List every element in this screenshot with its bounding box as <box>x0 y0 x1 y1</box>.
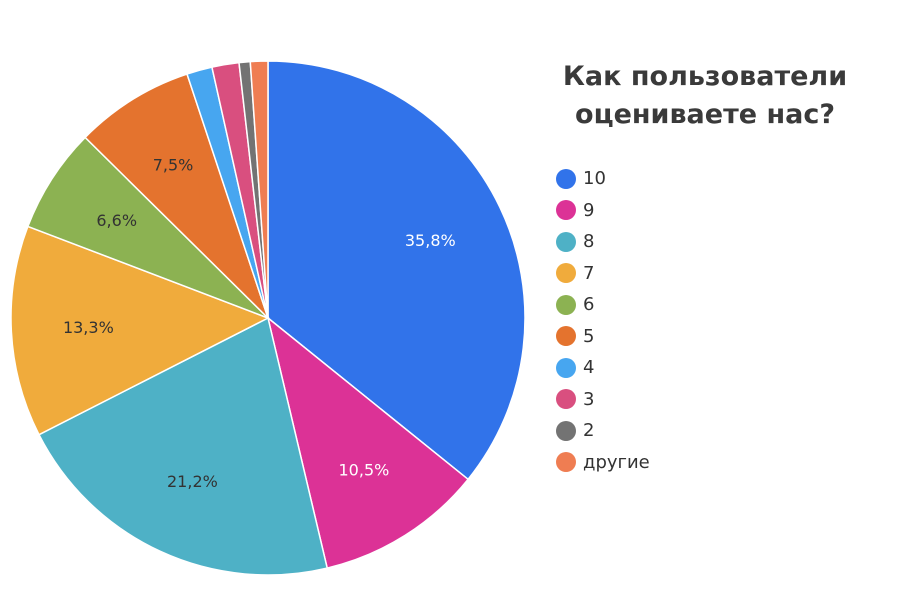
data-label-8: 21,2% <box>167 472 218 491</box>
legend-label: 5 <box>583 325 595 347</box>
pie-slice-7 <box>10 225 270 436</box>
legend-label: 9 <box>583 199 595 221</box>
pie-slice-10 <box>267 60 526 481</box>
legend-item-10: 10 <box>556 163 650 195</box>
chart-title: Как пользователи оцениваете нас? <box>540 58 870 134</box>
legend-swatch-icon <box>556 168 576 189</box>
legend-label: другие <box>583 451 650 473</box>
legend-swatch-icon <box>556 200 576 221</box>
chart-legend: 10 9 8 7 6 5 4 3 2 другие <box>556 163 650 478</box>
legend-item-4: 4 <box>556 352 650 384</box>
legend-label: 8 <box>583 231 595 253</box>
legend-swatch-icon <box>556 452 576 473</box>
legend-swatch-icon <box>556 263 576 284</box>
legend-label: 10 <box>583 168 606 190</box>
legend-item-другие: другие <box>556 447 650 479</box>
legend-item-3: 3 <box>556 384 650 416</box>
data-label-7: 13,3% <box>63 318 114 337</box>
legend-label: 6 <box>583 294 595 316</box>
legend-swatch-icon <box>556 389 576 410</box>
chart-title-line-1: Как пользователи <box>562 61 848 92</box>
pie-slice-8 <box>38 316 329 576</box>
chart-title-line-2: оцениваете нас? <box>575 99 835 130</box>
legend-item-2: 2 <box>556 415 650 447</box>
legend-label: 2 <box>583 420 595 442</box>
pie-data-labels: 35,8% 10,5% 21,2% 13,3% 6,6% 7,5% <box>63 156 456 491</box>
pie-slice-другие <box>249 60 269 319</box>
data-label-5: 7,5% <box>153 156 194 175</box>
legend-label: 4 <box>583 357 595 379</box>
legend-swatch-icon <box>556 326 576 347</box>
data-label-10: 35,8% <box>405 231 456 250</box>
legend-swatch-icon <box>556 294 576 315</box>
legend-item-9: 9 <box>556 195 650 227</box>
pie-slice-9 <box>266 316 470 569</box>
legend-item-8: 8 <box>556 226 650 258</box>
legend-swatch-icon <box>556 357 576 378</box>
pie-chart: 35,8% 10,5% 21,2% 13,3% 6,6% 7,5% <box>10 60 526 576</box>
legend-swatch-icon <box>556 420 576 441</box>
data-label-9: 10,5% <box>339 461 390 480</box>
legend-item-7: 7 <box>556 258 650 290</box>
legend-swatch-icon <box>556 231 576 252</box>
data-label-6: 6,6% <box>96 211 137 230</box>
legend-label: 7 <box>583 262 595 284</box>
pie-slices <box>10 60 526 576</box>
legend-label: 3 <box>583 388 595 410</box>
legend-item-5: 5 <box>556 321 650 353</box>
legend-item-6: 6 <box>556 289 650 321</box>
pie-slice-5 <box>84 73 269 319</box>
